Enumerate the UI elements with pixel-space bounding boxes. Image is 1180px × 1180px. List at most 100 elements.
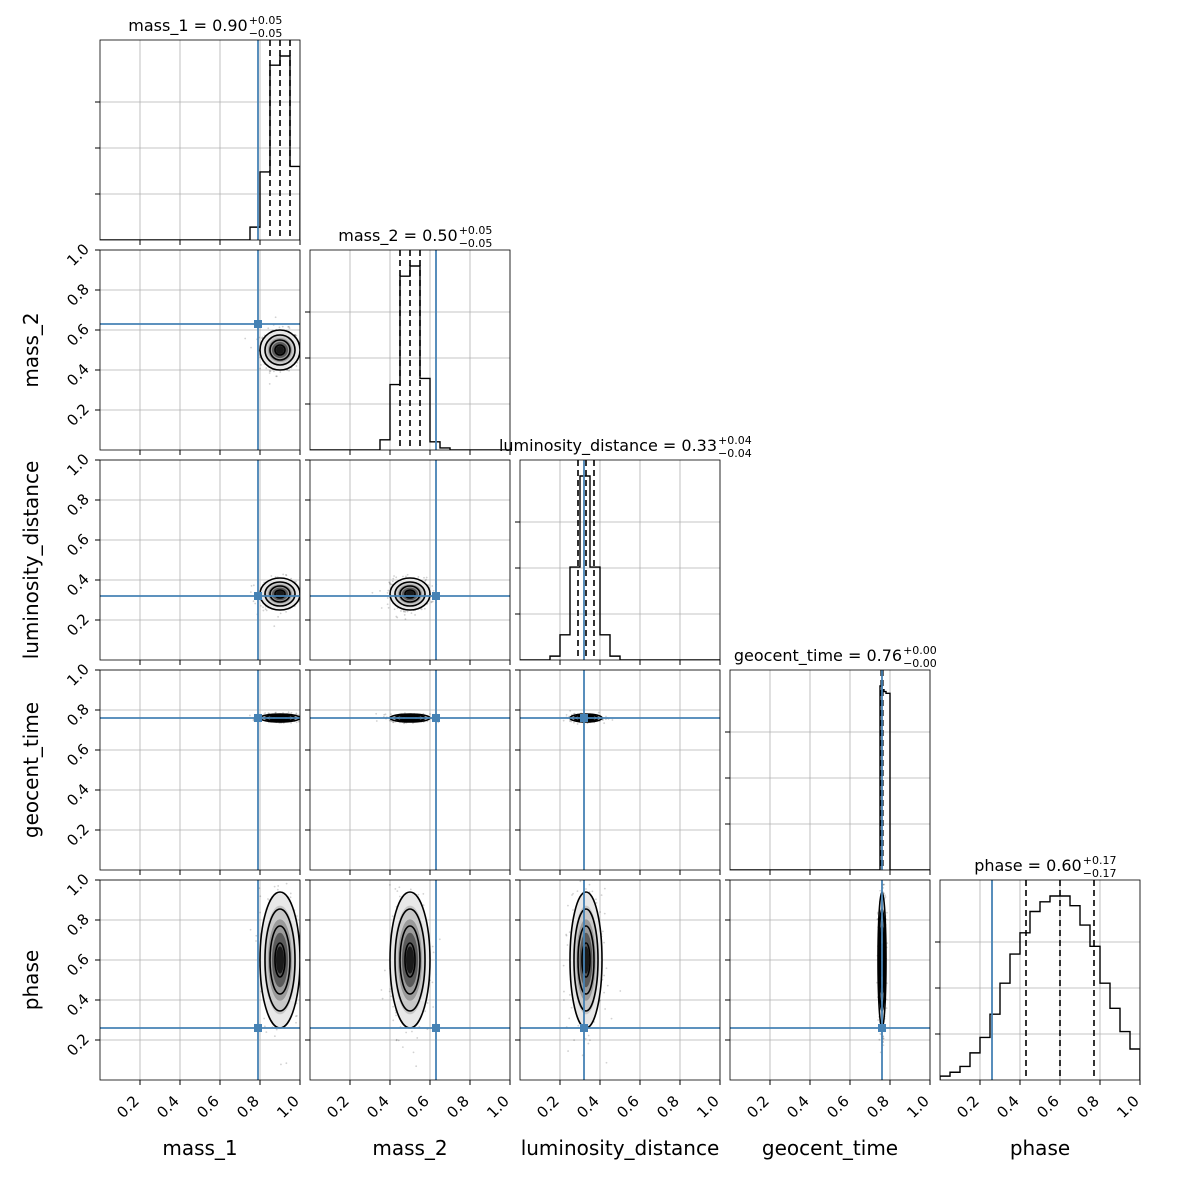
sample-point [305,979,307,981]
panel-content [520,880,720,1080]
density-level-4 [276,346,284,354]
sample-point [388,583,391,585]
panel-content [730,880,930,1080]
sample-point [577,1024,580,1027]
sample-point [388,719,391,722]
panel-luminosity_distance-vs-mass_2 [305,459,511,665]
contour-2 [264,908,296,1012]
sample-point [415,1065,418,1068]
ytick-label: 0.8 [63,700,93,730]
panel-phase-vs-geocent_time: 0.2 0.4 0.6 0.8 1.0 [725,879,933,1122]
panel-content [310,670,510,870]
sample-point [255,940,257,942]
sample-point [404,873,406,875]
contour-0 [274,589,286,599]
sample-point [875,981,878,984]
histogram-luminosity_distance [520,475,720,660]
panel-content [520,670,720,870]
sample-point [258,356,261,359]
contour-2 [264,581,296,607]
panel-luminosity_distance-vs-luminosity_distance: luminosity_distance = 0.33 +0.04−0.04 [499,434,752,665]
sample-point [882,1044,885,1047]
sample-point [402,875,404,877]
sample-point [424,1010,427,1013]
ytick-label: 0.6 [63,320,93,350]
sample-point [259,911,261,914]
xtick-label: 0.6 [193,1092,223,1122]
sample-point [297,720,300,723]
sample-point [595,898,597,901]
sample-point [603,912,606,915]
sample-point [438,938,441,941]
sample-point [396,890,399,893]
sample-point [275,875,277,877]
panel-frame [99,249,301,451]
sample-point [595,902,598,904]
panel-content [310,250,510,450]
ytick-label: 0.6 [63,530,93,560]
histogram-mass_2 [310,265,510,450]
sample-point [567,1050,569,1052]
panel-content [100,875,307,1080]
sample-point [249,714,251,717]
sample-point [562,964,565,967]
contour-0 [404,589,416,599]
sample-point [589,1039,591,1042]
sample-point [431,945,434,948]
sample-point [388,581,391,584]
truth-marker [432,592,440,600]
contour-1 [269,339,291,361]
sample-point [395,1014,397,1017]
sample-point [276,888,279,891]
sample-point [260,604,262,607]
sample-point [262,609,265,612]
sample-point [380,607,383,609]
sample-point [423,607,426,610]
sample-point [585,888,587,890]
panel-frame [729,879,931,1081]
sample-point [384,713,387,716]
sample-point [603,991,606,994]
contour-0 [274,942,286,978]
sample-point [249,928,252,931]
panel-phase-vs-mass_2: 0.2 0.4 0.6 0.8 1.0 [305,847,513,1122]
xtick-label: 0.8 [1073,1092,1103,1122]
sample-point [424,580,427,582]
sample-point [565,933,568,936]
sample-point [289,892,292,895]
panel-title-mass_1: mass_1 = 0.90 [128,16,247,36]
sample-point [285,574,287,576]
sample-point [274,711,277,714]
sample-point [258,336,261,339]
sample-point [388,883,391,886]
ytick-label: 1.0 [63,450,93,480]
sample-point [268,383,271,385]
sample-point [295,712,298,715]
sample-point [300,598,302,600]
sample-point [391,915,394,918]
xtick-label: 0.6 [1033,1092,1063,1122]
sample-point [430,600,433,603]
sample-point [405,847,407,849]
contour-2 [394,581,426,607]
sample-point [565,934,568,937]
contour-3 [259,329,300,371]
density-level-4 [276,946,284,974]
sample-point [420,608,423,611]
contour-1 [399,925,421,995]
sample-point [268,372,271,374]
sample-point [569,709,572,712]
sample-point [290,577,293,580]
sample-point [603,974,606,977]
contour-2 [264,334,296,366]
sample-point [392,577,395,580]
panel-mass_1-vs-mass_1: mass_1 = 0.90 +0.05−0.05 [95,14,301,245]
sample-point [603,941,605,944]
sample-point [295,1014,298,1017]
xtick-label: 0.6 [403,1092,433,1122]
panel-luminosity_distance-vs-mass_1: 0.2 0.4 0.6 0.8 1.0 [63,450,302,665]
sample-point [280,1063,282,1066]
sample-point [432,951,435,954]
sample-point [403,614,406,616]
ytick-label: 0.4 [63,780,93,810]
